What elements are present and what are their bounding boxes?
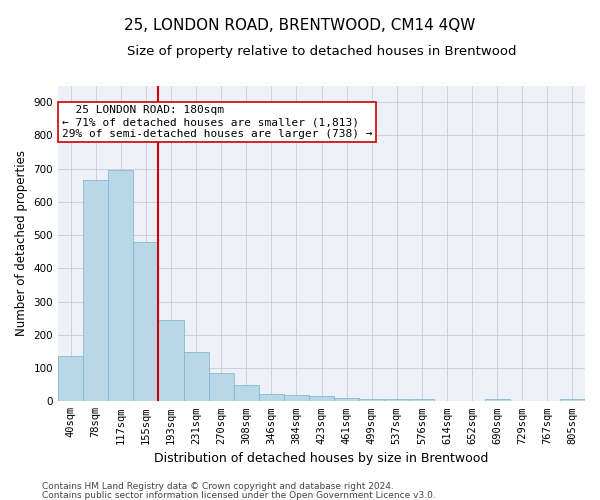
Bar (384, 398, 409, 402)
Title: Size of property relative to detached houses in Brentwood: Size of property relative to detached ho… (127, 45, 516, 58)
Bar (158, 320, 184, 402)
Bar (108, 170, 133, 402)
Bar (485, 398, 510, 402)
Bar (133, 242, 158, 402)
Bar (83, 180, 108, 402)
Text: Contains HM Land Registry data © Crown copyright and database right 2024.: Contains HM Land Registry data © Crown c… (42, 482, 394, 491)
Bar (334, 398, 359, 402)
Text: 25, LONDON ROAD, BRENTWOOD, CM14 4QW: 25, LONDON ROAD, BRENTWOOD, CM14 4QW (124, 18, 476, 32)
Y-axis label: Number of detached properties: Number of detached properties (15, 150, 28, 336)
Bar (560, 398, 585, 402)
Bar (58, 356, 83, 402)
Bar (434, 400, 460, 402)
Bar (184, 352, 209, 402)
Bar (284, 396, 309, 402)
X-axis label: Distribution of detached houses by size in Brentwood: Distribution of detached houses by size … (154, 452, 489, 465)
Bar (409, 399, 434, 402)
Bar (233, 386, 259, 402)
Text: Contains public sector information licensed under the Open Government Licence v3: Contains public sector information licen… (42, 490, 436, 500)
Bar (209, 373, 233, 402)
Text: 25 LONDON ROAD: 180sqm
← 71% of detached houses are smaller (1,813)
29% of semi-: 25 LONDON ROAD: 180sqm ← 71% of detached… (62, 106, 373, 138)
Bar (259, 394, 284, 402)
Bar (309, 396, 334, 402)
Bar (359, 398, 384, 402)
